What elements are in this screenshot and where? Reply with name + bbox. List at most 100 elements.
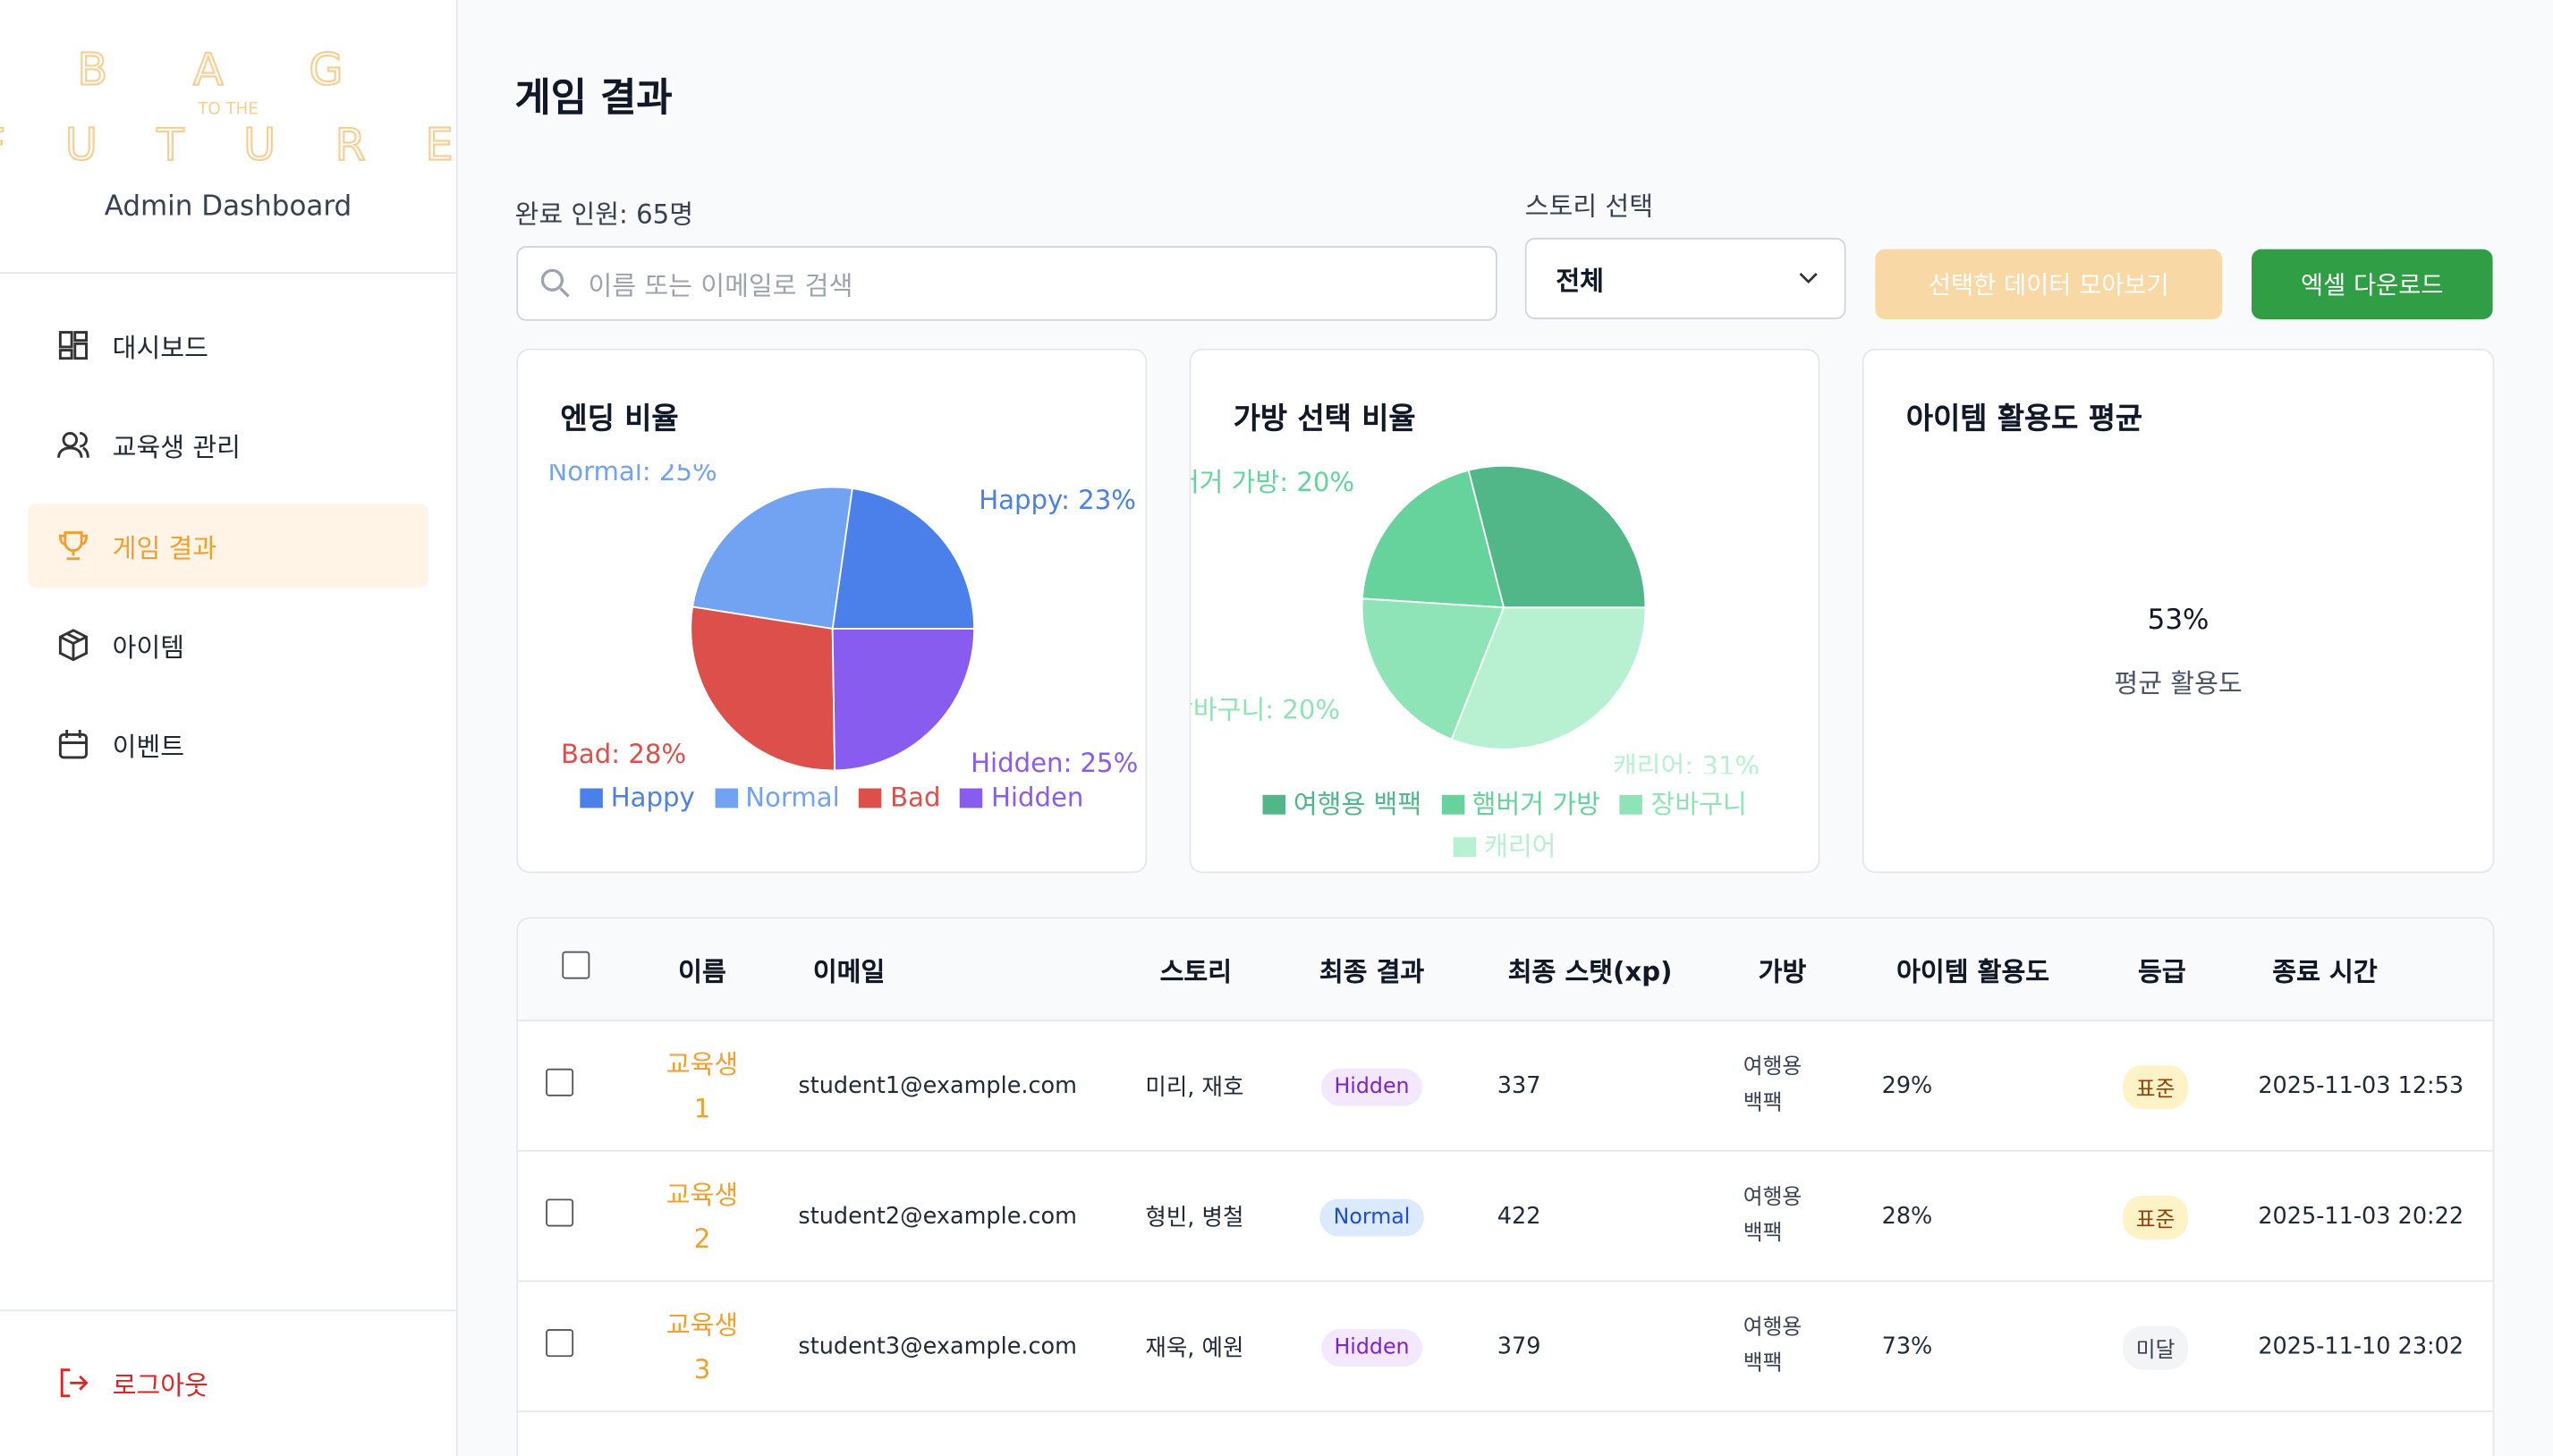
slice-label: 여행용 백팩: 29% xyxy=(1623,464,1819,468)
slice-label: Normal: 25% xyxy=(547,464,717,487)
chart-card: 엔딩 비율 Happy: 23% Normal: 25% Bad: 28% Hidden… xyxy=(516,348,1148,874)
menu-item[interactable]: 대시보드 xyxy=(28,303,428,388)
menu-item-active[interactable]: 게임 결과 xyxy=(27,503,429,588)
menu-item[interactable]: 아이템 xyxy=(28,603,428,688)
legend-label: Normal xyxy=(745,782,840,813)
legend-swatch xyxy=(1441,794,1464,815)
menu-item[interactable]: 교육생 관리 xyxy=(28,402,428,487)
pie-slice xyxy=(1361,469,1506,609)
legend-swatch xyxy=(714,788,738,808)
table-cell: 28% xyxy=(1882,1152,2013,1282)
menu-item[interactable]: 이벤트 xyxy=(28,702,428,787)
story-label: 스토리 선택 xyxy=(1524,190,1654,222)
utilization-caption: 평균 활용도 xyxy=(2114,667,2243,699)
row-checkbox[interactable] xyxy=(546,1068,574,1096)
result-badge: Hidden xyxy=(1320,1067,1423,1105)
excel-button[interactable]: 엑셀 다운로드 xyxy=(2252,249,2493,319)
table-cell: Hidden xyxy=(1290,1282,1453,1412)
table-cell: 여행용 백팩 xyxy=(1743,1021,1825,1152)
card-title: 가방 선택 비율 xyxy=(1233,402,1416,437)
pie-chart: 여행용 백팩: 29% 햄버거 가방: 20% 장바구니: 20% 캐리어: 31% xyxy=(1191,464,1818,774)
row-checkbox[interactable] xyxy=(546,1329,574,1358)
slice-label: 캐리어: 31% xyxy=(1613,751,1760,775)
legend-label: 캐리어 xyxy=(1484,830,1556,862)
table-cell: 337 xyxy=(1497,1021,1628,1152)
cell-text: 29% xyxy=(1881,1073,1933,1100)
legend-swatch xyxy=(1453,837,1476,858)
card-title: 아이템 활용도 평균 xyxy=(1905,402,2143,437)
cell-text: student1@example.com xyxy=(798,1073,1077,1100)
menu-label: 이벤트 xyxy=(112,731,185,763)
table-cell: Normal xyxy=(1290,1152,1453,1282)
menu-label: 교육생 관리 xyxy=(112,431,241,463)
search-icon xyxy=(540,268,570,298)
column-header: 등급 xyxy=(2138,956,2186,987)
table-cell: 422 xyxy=(1497,1152,1628,1282)
grade-badge: 표준 xyxy=(2123,1064,2188,1109)
column-header: 종료 시간 xyxy=(2272,956,2378,987)
table-cell: 29% xyxy=(1882,1021,2013,1152)
divider xyxy=(0,272,456,274)
table-cell: student3@example.com xyxy=(798,1282,1124,1412)
table-cell: Hidden xyxy=(1290,1021,1453,1152)
legend-swatch xyxy=(1619,794,1643,815)
column-header: 가방 xyxy=(1758,956,1807,987)
icon xyxy=(58,531,88,561)
icon xyxy=(60,1368,89,1398)
collect-button[interactable]: 선택한 데이터 모아보기 xyxy=(1875,249,2223,319)
row-checkbox[interactable] xyxy=(546,1198,574,1227)
divider xyxy=(0,1309,456,1312)
cell-text: 422 xyxy=(1497,1203,1541,1231)
slice-label: 장바구니: 20% xyxy=(1191,694,1340,724)
utilization-card: 아이템 활용도 평균 53% 평균 활용도 xyxy=(1862,348,2495,874)
results-table: 이름 이메일 스토리 최종 결과 최종 스탯(xp) 가방 아이템 활용도 등급 종료 시간 교육… xyxy=(516,917,2495,1456)
pie-slice xyxy=(691,486,853,631)
cell-text: 재욱, 예원 xyxy=(1145,1335,1244,1362)
menu-label: 아이템 xyxy=(112,631,185,664)
table-cell: 2025-11-03 12:53 xyxy=(2258,1021,2486,1152)
table-cell: 여행용 백팩 xyxy=(1743,1152,1825,1282)
logout-label: 로그아웃 xyxy=(112,1369,208,1401)
legend-item: Normal xyxy=(714,782,840,813)
legend-item: 햄버거 가방 xyxy=(1441,782,1600,821)
legend-item: Bad xyxy=(859,782,941,813)
row-border xyxy=(518,1410,2493,1413)
icon xyxy=(58,729,88,759)
legend: 여행용 백팩 햄버거 가방 장바구니 캐리어 xyxy=(1224,782,1785,863)
icon xyxy=(58,629,88,662)
cell-text: 337 xyxy=(1497,1073,1541,1100)
legend-swatch xyxy=(1262,794,1285,815)
cell-text: student3@example.com xyxy=(798,1333,1077,1360)
count: 완료 인원: 65명 xyxy=(514,199,694,230)
bag-name: 여행용 백팩 xyxy=(1743,1316,1802,1376)
student-name: 교육생 1 xyxy=(666,1048,739,1124)
legend-swatch xyxy=(960,788,983,808)
table-cell: 73% xyxy=(1882,1282,2013,1412)
legend-label: Bad xyxy=(890,782,941,813)
story-select[interactable]: 전체 xyxy=(1524,237,1846,319)
result-badge: Hidden xyxy=(1320,1328,1423,1367)
legend-swatch xyxy=(859,788,883,808)
logo-top: B A G xyxy=(77,44,378,96)
slice-label: Bad: 28% xyxy=(561,739,686,769)
logout[interactable]: 로그아웃 xyxy=(28,1341,428,1426)
legend-swatch xyxy=(580,788,603,808)
table-cell: student1@example.com xyxy=(798,1021,1124,1152)
pie-chart: Happy: 23% Normal: 25% Bad: 28% Hidden: 25% xyxy=(547,464,1138,774)
cell-text: student2@example.com xyxy=(798,1203,1077,1231)
pie-slice xyxy=(831,487,976,630)
search-box[interactable]: 이름 또는 이메일로 검색 xyxy=(516,246,1497,321)
slice-label: 햄버거 가방: 20% xyxy=(1191,467,1354,497)
logo-mid: TO THE xyxy=(197,99,259,118)
table-cell: 미리, 재호 xyxy=(1145,1021,1292,1152)
select-all-checkbox[interactable] xyxy=(562,951,590,979)
table-cell: 379 xyxy=(1497,1282,1628,1412)
table-cell: 표준 xyxy=(2107,1021,2204,1152)
legend-item: 캐리어 xyxy=(1453,825,1556,864)
story-value: 전체 xyxy=(1556,265,1604,297)
column-header: 이메일 xyxy=(812,956,886,987)
icon xyxy=(57,432,89,458)
slice-label: Hidden: 25% xyxy=(971,748,1138,774)
table-cell: 재욱, 예원 xyxy=(1145,1282,1292,1412)
